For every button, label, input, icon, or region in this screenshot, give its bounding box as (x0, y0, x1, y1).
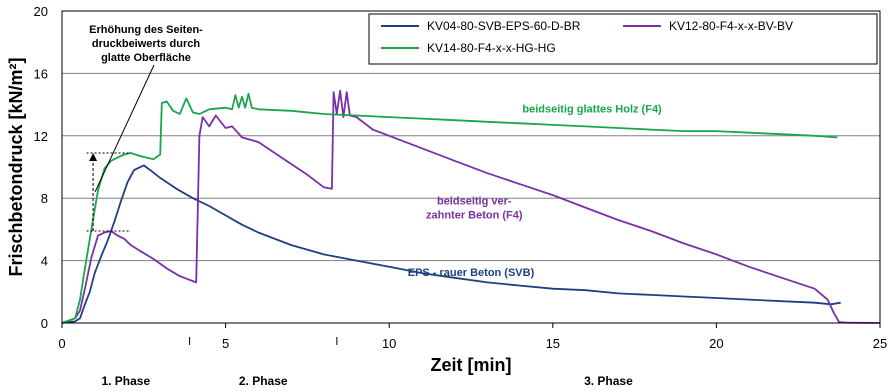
x-tick-label: 5 (222, 336, 229, 351)
legend: KV04-80-SVB-EPS-60-D-BR KV12-80-F4-x-x-BV… (368, 13, 878, 65)
plot-area (61, 10, 881, 324)
note-leader-line (94, 64, 155, 193)
x-axis-title: Zeit [min] (431, 355, 512, 375)
phase-label: 2. Phase (239, 374, 288, 388)
annotation-concrete: beidseitig ver- (437, 195, 512, 207)
annotation-eps: EPS - rauer Beton (SVB) (408, 267, 535, 279)
y-tick-label: 12 (34, 129, 48, 144)
y-axis-title: Frischbetondruck [kN/m²] (6, 57, 26, 276)
note-line: Erhöhung des Seiten- (89, 24, 203, 36)
legend-label-1: KV04-80-SVB-EPS-60-D-BR (427, 19, 581, 33)
legend-label-3: KV14-80-F4-x-x-HG-HG (427, 41, 556, 55)
annotations: beidseitig glattes Holz (F4) beidseitig v… (408, 103, 662, 279)
legend-box (368, 13, 878, 65)
axis-ticks: 0 4 8 12 16 20 0 5 10 15 20 25 (34, 4, 888, 351)
phase-separators (189, 337, 338, 345)
note-line: glatte Oberfläche (101, 52, 191, 64)
marker-layer (86, 152, 131, 232)
legend-label-2: KV12-80-F4-x-x-BV-BV (669, 19, 793, 33)
series-layer (61, 89, 881, 324)
phase-labels: 1. Phase 2. Phase 3. Phase (101, 374, 633, 388)
series-line-3 (61, 92, 838, 324)
y-tick-label: 20 (34, 4, 48, 19)
annotation-wood: beidseitig glattes Holz (F4) (522, 103, 662, 115)
note: Erhöhung des Seiten-druckbeiwerts durch g… (89, 24, 203, 193)
x-tick-label: 20 (709, 336, 723, 351)
y-tick-label: 8 (41, 191, 48, 206)
note-line: druckbeiwerts durch (92, 38, 200, 50)
y-tick-label: 16 (34, 66, 48, 81)
increase-arrow-head (89, 152, 98, 161)
phase-label: 1. Phase (101, 374, 150, 388)
y-tick-label: 0 (41, 316, 48, 331)
annotation-concrete: zahnter Beton (F4) (426, 209, 523, 221)
y-tick-label: 4 (41, 254, 48, 269)
x-tick-label: 25 (873, 336, 887, 351)
phase-label: 3. Phase (584, 374, 633, 388)
x-tick-label: 0 (58, 336, 65, 351)
series-line-2 (61, 89, 881, 324)
x-tick-label: 10 (382, 336, 396, 351)
series-line-1 (61, 164, 841, 324)
x-tick-label: 15 (546, 336, 560, 351)
